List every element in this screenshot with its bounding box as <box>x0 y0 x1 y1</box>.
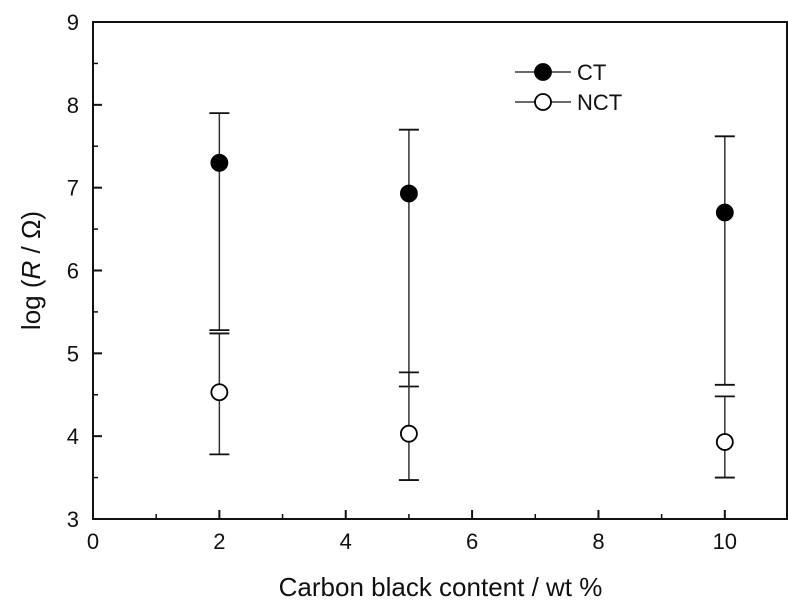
y-axis-title: log (R / Ω) <box>16 211 46 330</box>
x-tick-label: 8 <box>592 529 604 554</box>
legend-marker-ct <box>534 63 552 81</box>
nct-point <box>400 424 418 443</box>
y-axis-ticks: 3 4 5 6 7 8 9 <box>67 10 102 532</box>
x-tick-label: 4 <box>340 529 352 554</box>
nct-point <box>210 383 229 402</box>
y-tick-label: 5 <box>67 341 79 366</box>
legend-marker-nct <box>534 93 552 111</box>
y-tick-label: 3 <box>67 507 79 532</box>
legend: CT NCT <box>515 60 622 115</box>
y-tick-label: 7 <box>67 176 79 201</box>
x-axis-ticks: 0 2 4 6 8 10 <box>87 510 737 554</box>
data-markers <box>210 153 734 451</box>
legend-label-nct: NCT <box>577 90 622 115</box>
error-bars <box>209 112 735 481</box>
x-tick-label: 2 <box>213 529 225 554</box>
ct-point <box>715 203 734 222</box>
nct-point <box>715 433 734 451</box>
ct-point <box>400 184 418 203</box>
ct-point <box>210 153 229 172</box>
x-tick-label: 6 <box>466 529 478 554</box>
plot-frame <box>92 21 788 520</box>
y-tick-label: 9 <box>67 10 79 35</box>
x-tick-label: 0 <box>87 529 99 554</box>
x-axis-title: Carbon black content / wt % <box>279 572 603 602</box>
y-tick-label: 4 <box>67 424 79 449</box>
y-axis-title-suffix: / Ω) <box>16 211 46 261</box>
y-tick-label: 8 <box>67 93 79 118</box>
y-axis-title-prefix: log ( <box>16 279 46 330</box>
y-axis-title-symbol: R <box>16 261 46 280</box>
y-tick-label: 6 <box>67 259 79 284</box>
x-tick-label: 10 <box>713 529 737 554</box>
legend-label-ct: CT <box>577 60 606 85</box>
